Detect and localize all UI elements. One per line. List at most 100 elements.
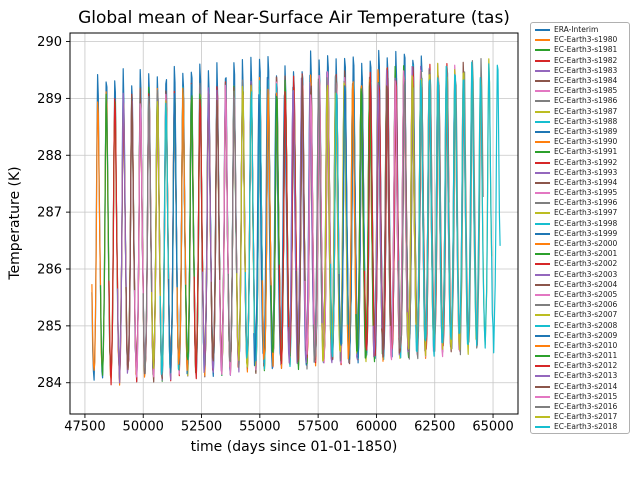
y-tick-label: 286 [37,262,62,277]
series-line-ec-earth3-s2018 [415,61,501,357]
legend-item: EC-Earth3-s2012 [535,361,629,371]
legend-label: ERA-Interim [554,25,599,35]
legend-item: EC-Earth3-s2001 [535,249,629,259]
x-tick-label: 47500 [64,420,105,435]
legend-label: EC-Earth3-s1988 [554,116,618,126]
y-tick-label: 290 [37,35,62,50]
legend-label: EC-Earth3-s1997 [554,208,618,218]
legend-label: EC-Earth3-s2002 [554,259,618,269]
legend-line-swatch [535,344,550,347]
legend-item: EC-Earth3-s2016 [535,402,629,412]
legend-label: EC-Earth3-s2015 [554,391,618,401]
legend-line-swatch [535,395,550,398]
legend-line-swatch [535,324,550,327]
legend-line-swatch [535,69,550,72]
legend-line-swatch [535,130,550,133]
legend-label: EC-Earth3-s2016 [554,402,618,412]
legend-line-swatch [535,334,550,337]
legend-line-swatch [535,181,550,184]
legend-label: EC-Earth3-s1980 [554,35,618,45]
legend-label: EC-Earth3-s1998 [554,218,618,228]
legend-line-swatch [535,59,550,62]
legend-line-swatch [535,222,550,225]
legend-label: EC-Earth3-s1991 [554,147,618,157]
legend-label: EC-Earth3-s1986 [554,96,618,106]
legend-item: EC-Earth3-s1990 [535,137,629,147]
legend-item: EC-Earth3-s1987 [535,107,629,117]
legend-item: EC-Earth3-s1992 [535,157,629,167]
legend-item: EC-Earth3-s2014 [535,382,629,392]
legend-line-swatch [535,375,550,378]
legend-item: EC-Earth3-s2002 [535,259,629,269]
legend-line-swatch [535,304,550,307]
legend-label: EC-Earth3-s2001 [554,249,618,259]
legend-line-swatch [535,212,550,215]
legend-item: EC-Earth3-s1980 [535,35,629,45]
legend-label: EC-Earth3-s2017 [554,412,618,422]
legend-line-swatch [535,365,550,368]
legend-label: EC-Earth3-s1989 [554,126,618,136]
legend-label: EC-Earth3-s2003 [554,269,618,279]
legend-line-swatch [535,171,550,174]
legend-label: EC-Earth3-s1994 [554,177,618,187]
legend-label: EC-Earth3-s2009 [554,330,618,340]
legend-line-swatch [535,253,550,256]
legend-label: EC-Earth3-s1993 [554,167,618,177]
legend-line-swatch [535,283,550,286]
legend-line-swatch [535,49,550,52]
legend-line-swatch [535,141,550,144]
y-tick-label: 284 [37,376,62,391]
legend-label: EC-Earth3-s1985 [554,86,618,96]
legend-label: EC-Earth3-s2000 [554,239,618,249]
legend-line-swatch [535,385,550,388]
x-tick-label: 60000 [356,420,397,435]
y-tick-label: 287 [37,206,62,221]
plot-frame [69,32,519,415]
x-axis-label: time (days since 01-01-1850) [190,439,398,455]
legend-line-swatch [535,90,550,93]
legend-item: EC-Earth3-s1994 [535,178,629,188]
legend-item: EC-Earth3-s1995 [535,188,629,198]
legend-label: EC-Earth3-s2010 [554,340,618,350]
legend-line-swatch [535,110,550,113]
legend-item: EC-Earth3-s2007 [535,310,629,320]
x-tick-label: 62500 [414,420,455,435]
legend: ERA-Interim EC-Earth3-s1980 EC-Earth3-s198… [530,22,630,434]
legend-item: EC-Earth3-s1996 [535,198,629,208]
y-tick-label: 285 [37,319,62,334]
legend-item: ERA-Interim [535,25,629,35]
legend-label: EC-Earth3-s1990 [554,137,618,147]
legend-item: EC-Earth3-s2011 [535,351,629,361]
legend-item: EC-Earth3-s2013 [535,371,629,381]
legend-item: EC-Earth3-s1988 [535,117,629,127]
legend-label: EC-Earth3-s2013 [554,371,618,381]
chart-title: Global mean of Near-Surface Air Temperat… [78,8,510,28]
legend-item: EC-Earth3-s2003 [535,270,629,280]
legend-label: EC-Earth3-s2011 [554,351,618,361]
legend-label: EC-Earth3-s1999 [554,228,618,238]
legend-line-swatch [535,29,550,32]
legend-label: EC-Earth3-s2004 [554,279,618,289]
y-tick-label: 289 [37,92,62,107]
legend-line-swatch [535,39,550,42]
legend-line-swatch [535,243,550,246]
legend-item: EC-Earth3-s2009 [535,331,629,341]
y-tick-label: 288 [37,149,62,164]
y-axis-label: Temperature (K) [7,166,23,280]
legend-item: EC-Earth3-s1981 [535,45,629,55]
legend-line-swatch [535,120,550,123]
legend-line-swatch [535,314,550,317]
legend-item: EC-Earth3-s1982 [535,56,629,66]
legend-label: EC-Earth3-s2014 [554,381,618,391]
legend-line-swatch [535,416,550,419]
legend-line-swatch [535,161,550,164]
legend-line-swatch [535,293,550,296]
legend-label: EC-Earth3-s2007 [554,310,618,320]
legend-item: EC-Earth3-s2006 [535,300,629,310]
legend-label: EC-Earth3-s1982 [554,55,618,65]
legend-item: EC-Earth3-s2017 [535,412,629,422]
legend-item: EC-Earth3-s1984 [535,76,629,86]
legend-item: EC-Earth3-s1998 [535,219,629,229]
